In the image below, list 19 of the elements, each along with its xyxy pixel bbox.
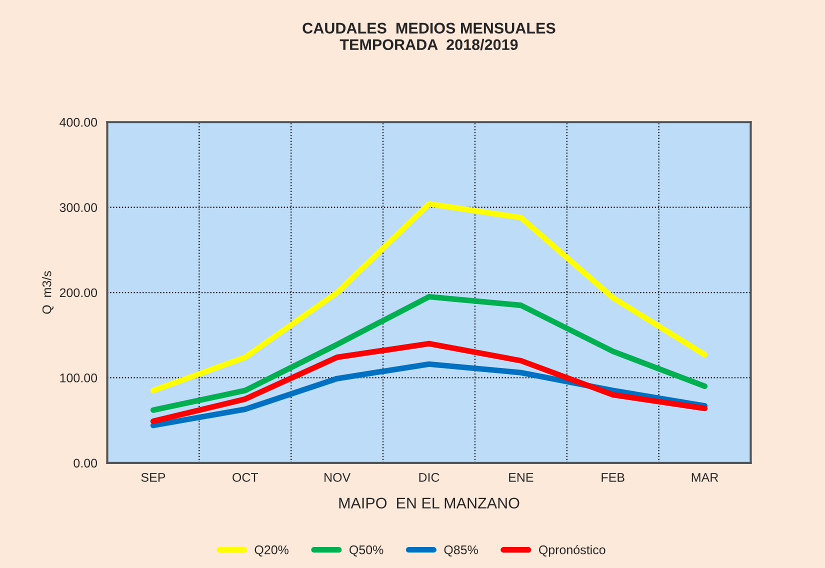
y-tick-label: 300.00	[60, 203, 98, 212]
y-tick-label: 100.00	[60, 374, 98, 382]
x-tick-label: ENE	[509, 473, 534, 482]
x-tick-label: DIC	[419, 472, 440, 482]
legend-label: Q20%	[254, 545, 288, 557]
x-axis-title: MAIPO EN EL MANZANO	[339, 498, 520, 509]
legend-label: Q85%	[444, 545, 478, 557]
y-tick-label: 0.00	[74, 458, 98, 468]
y-tick-label: 200.00	[60, 288, 98, 298]
y-tick-label: 400.00	[60, 118, 98, 127]
y-axis-title: Q m3/s	[42, 271, 54, 314]
legend-label: Q50%	[350, 545, 384, 557]
x-tick-label: FEB	[602, 473, 624, 482]
x-tick-label: OCT	[232, 472, 258, 482]
x-tick-label: SEP	[141, 472, 166, 482]
x-tick-label: MAR	[692, 473, 718, 482]
legend-label: Qpronóstico	[539, 544, 606, 557]
chart-title: CAUDALES MEDIOS MENSUALES TEMPORADA 2018/2019	[302, 22, 556, 50]
x-tick-label: NOV	[324, 472, 351, 482]
